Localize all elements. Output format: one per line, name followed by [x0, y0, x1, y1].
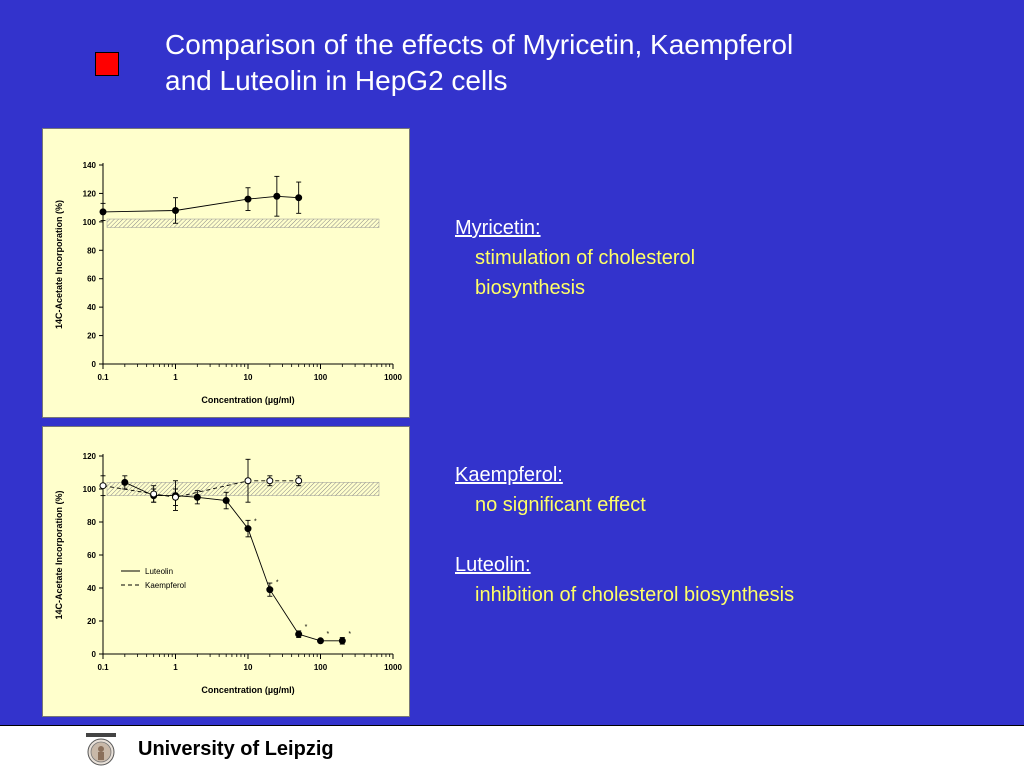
y-tick-label: 20 [87, 617, 96, 626]
text-block-line: biosynthesis [475, 277, 586, 299]
x-tick-label: 10 [244, 373, 253, 382]
data-point [244, 477, 252, 485]
x-tick-label: 1000 [384, 373, 402, 382]
data-point [266, 477, 274, 485]
data-point [99, 482, 107, 490]
y-tick-label: 100 [83, 218, 97, 227]
data-point [295, 194, 303, 202]
x-tick-label: 100 [314, 373, 328, 382]
y-tick-label: 80 [87, 246, 96, 255]
y-axis-title: 14C-Acetate Incorporation (%) [54, 200, 64, 329]
x-tick-label: 1 [173, 373, 178, 382]
y-tick-label: 140 [83, 161, 97, 170]
y-tick-label: 120 [83, 189, 97, 198]
data-point [121, 478, 129, 486]
y-tick-label: 40 [87, 584, 96, 593]
data-point [317, 637, 324, 645]
text-block-line: inhibition of cholesterol biosynthesis [475, 584, 795, 606]
chart-panel-myricetin: 0 20 40 60 80 100 120 140 0.1 1 10 100 1000 Concentra… [42, 128, 410, 418]
x-tick-label: 0.1 [97, 373, 109, 382]
control-band [106, 218, 380, 228]
x-tick-label: 100 [314, 663, 328, 672]
significance-marker: * [305, 624, 308, 631]
control-band [106, 482, 380, 496]
y-tick-label: 40 [87, 303, 96, 312]
significance-marker: * [327, 631, 330, 638]
data-point [244, 525, 252, 533]
data-point [222, 497, 230, 505]
data-point [172, 206, 179, 214]
data-point [99, 208, 107, 216]
y-tick-label: 80 [87, 518, 96, 527]
chart-panel-luteolin-kaempferol: 0 20 40 60 80 100 120 0.1 1 10 100 1000 Concentratio… [42, 426, 410, 717]
y-tick-label: 20 [87, 332, 96, 341]
y-axis-title: 14C-Acetate Incorporation (%) [54, 490, 64, 619]
data-point [338, 637, 346, 645]
series-line [102, 195, 299, 213]
y-tick-label: 60 [87, 551, 96, 560]
slide-title-line-1: Comparison of the effects of Myricetin, … [165, 29, 794, 60]
x-tick-label: 1 [173, 663, 178, 672]
data-point [172, 493, 179, 501]
university-seal-icon [86, 733, 116, 766]
text-block-heading: Kaempferol: [455, 464, 563, 486]
y-tick-label: 120 [83, 452, 97, 461]
chart-myricetin: 0 20 40 60 80 100 120 140 0.1 1 10 100 1000 Concentra… [54, 161, 402, 405]
data-point [295, 477, 303, 485]
data-point [266, 586, 274, 594]
text-block-luteolin: Luteolin: inhibition of cholesterol bios… [455, 550, 794, 610]
y-tick-label: 100 [83, 485, 97, 494]
x-tick-label: 0.1 [97, 663, 109, 672]
data-point [273, 192, 281, 200]
significance-marker: * [254, 519, 257, 526]
slide-title: Comparison of the effects of Myricetin, … [165, 27, 985, 99]
red-bullet-square [95, 52, 119, 76]
footer-bar: University of Leipzig [0, 725, 1024, 769]
series-line [124, 481, 343, 642]
significance-marker: * [348, 631, 351, 638]
text-block-kaempferol: Kaempferol: no significant effect [455, 460, 646, 520]
legend-label: Kaempferol [145, 581, 186, 590]
y-tick-label: 60 [87, 275, 96, 284]
data-point [193, 493, 201, 501]
series-line [102, 480, 299, 498]
text-block-line: no significant effect [475, 494, 646, 516]
slide-title-line-2: and Luteolin in HepG2 cells [165, 65, 508, 96]
data-point [150, 490, 158, 498]
data-point [295, 630, 303, 638]
x-axis-title: Concentration (µg/ml) [201, 685, 294, 695]
text-block-heading: Luteolin: [455, 554, 531, 576]
text-block-line: stimulation of cholesterol [475, 247, 696, 269]
text-block-heading: Myricetin: [455, 217, 541, 239]
text-block-myricetin: Myricetin: stimulation of cholesterol bi… [455, 213, 695, 303]
significance-marker: * [276, 580, 279, 587]
y-tick-label: 0 [92, 360, 97, 369]
x-tick-label: 10 [244, 663, 253, 672]
footer-university-name: University of Leipzig [138, 738, 334, 760]
data-point [244, 195, 252, 203]
chart-luteolin-kaempferol: 0 20 40 60 80 100 120 0.1 1 10 100 1000 Concentratio… [54, 452, 402, 695]
x-tick-label: 1000 [384, 663, 402, 672]
legend-label: Luteolin [145, 567, 173, 576]
x-axis-title: Concentration (µg/ml) [201, 395, 294, 405]
y-tick-label: 0 [92, 650, 97, 659]
